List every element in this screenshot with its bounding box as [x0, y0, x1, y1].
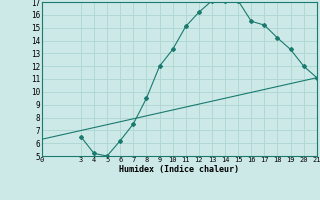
X-axis label: Humidex (Indice chaleur): Humidex (Indice chaleur): [119, 165, 239, 174]
